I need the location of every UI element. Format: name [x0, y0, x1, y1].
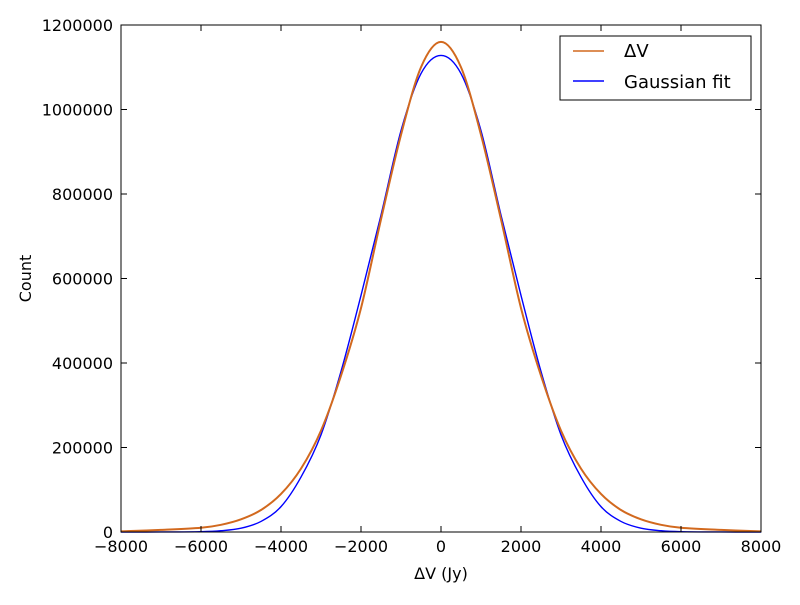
x-tick-label: 6000	[661, 537, 702, 556]
y-tick-label: 600000	[52, 270, 113, 289]
x-tick-label: 8000	[741, 537, 782, 556]
y-tick-label: 0	[103, 523, 113, 542]
legend-label-gaussian-fit: Gaussian fit	[624, 72, 731, 93]
y-axis-label: Count	[16, 255, 35, 303]
series-line-gaussian-fit	[120, 54, 762, 533]
y-tick-label: 200000	[52, 439, 113, 458]
legend: ΔV Gaussian fit	[559, 35, 752, 101]
x-axis-label: ΔV (Jy)	[414, 564, 468, 583]
series-line-delta-v	[120, 40, 762, 533]
x-tick-label: −6000	[174, 537, 228, 556]
tick-layer: −8000 −6000 −4000 −2000 0 2000 4000 6000 8000 0 20…	[42, 16, 782, 556]
x-tick-label: 4000	[581, 537, 622, 556]
x-tick-label: 2000	[501, 537, 542, 556]
y-tick-label: 1000000	[42, 101, 113, 120]
y-tick-label: 1200000	[42, 16, 113, 35]
y-tick-label: 800000	[52, 185, 113, 204]
y-tick-label: 400000	[52, 354, 113, 373]
x-tick-label: −4000	[254, 537, 308, 556]
legend-label-delta-v: ΔV	[624, 41, 649, 62]
x-tick-label: −2000	[334, 537, 388, 556]
series-layer	[120, 40, 762, 533]
x-tick-label: 0	[436, 537, 446, 556]
legend-box	[559, 35, 752, 101]
x-tick-label: −8000	[94, 537, 148, 556]
